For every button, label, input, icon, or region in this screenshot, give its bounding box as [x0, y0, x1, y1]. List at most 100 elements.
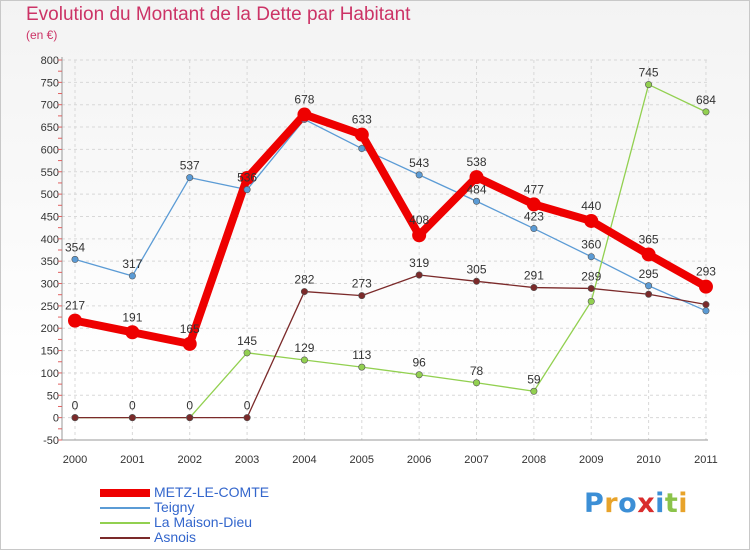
- legend-item: La Maison-Dieu: [100, 515, 269, 530]
- data-point: [526, 197, 541, 212]
- data-label: 129: [294, 341, 314, 355]
- x-tick-label: 2002: [177, 454, 201, 466]
- data-point: [358, 363, 366, 371]
- data-point: [71, 255, 79, 263]
- data-point: [240, 171, 255, 186]
- y-tick-label: 100: [41, 368, 59, 380]
- series-line-asnois: [75, 274, 707, 419]
- data-label: 319: [409, 256, 429, 270]
- data-point: [186, 174, 194, 182]
- data-point: [415, 171, 423, 179]
- data-point: [469, 170, 484, 185]
- data-label: 78: [470, 364, 484, 378]
- data-point: [702, 108, 710, 116]
- data-point: [473, 197, 481, 205]
- data-point: [645, 81, 653, 89]
- data-point: [641, 247, 656, 262]
- data-label: 0: [244, 399, 251, 413]
- data-point: [415, 271, 423, 279]
- legend-label: Teigny: [154, 499, 195, 515]
- data-point: [300, 288, 308, 296]
- y-tick-label: 400: [41, 234, 59, 246]
- data-point: [128, 272, 136, 280]
- data-point: [243, 186, 251, 194]
- data-point: [645, 290, 653, 298]
- data-point: [68, 313, 82, 328]
- data-point: [698, 279, 713, 294]
- data-label: 477: [524, 182, 544, 196]
- data-point: [473, 277, 481, 285]
- data-label: 295: [639, 267, 659, 281]
- logo-letter: i: [678, 488, 689, 519]
- data-label: 289: [581, 269, 601, 283]
- logo-letter: o: [618, 488, 638, 519]
- data-point: [473, 379, 481, 387]
- y-tick-label: 450: [41, 211, 59, 223]
- y-tick-label: 300: [41, 279, 59, 291]
- legend-swatch: [100, 536, 150, 539]
- chart-title: Evolution du Montant de la Dette par Hab…: [26, 4, 411, 25]
- y-tick-label: 200: [41, 323, 59, 335]
- data-label: 536: [237, 171, 257, 185]
- data-label: 145: [237, 334, 257, 348]
- data-label: 678: [294, 93, 314, 107]
- x-tick-label: 2000: [63, 454, 87, 466]
- data-label: 408: [409, 213, 429, 227]
- data-label: 354: [65, 240, 85, 254]
- data-label: 317: [122, 257, 142, 271]
- data-label: 165: [180, 322, 200, 336]
- data-point: [243, 414, 251, 422]
- data-label: 537: [180, 159, 200, 173]
- data-label: 745: [639, 66, 659, 80]
- x-tick-label: 2005: [350, 454, 374, 466]
- data-label: 0: [186, 399, 193, 413]
- data-point: [530, 225, 538, 233]
- data-point: [530, 284, 538, 292]
- data-point: [354, 127, 369, 142]
- legend: METZ-LE-COMTE Teigny La Maison-Dieu Asnois: [100, 485, 269, 545]
- data-point: [186, 414, 194, 422]
- data-point: [530, 387, 538, 395]
- data-label: 305: [467, 262, 487, 276]
- data-point: [125, 325, 140, 340]
- data-point: [71, 414, 79, 422]
- data-point: [415, 371, 423, 379]
- data-label: 191: [122, 310, 142, 324]
- data-label: 633: [352, 113, 372, 127]
- data-point: [358, 292, 366, 300]
- logo-letter: r: [604, 488, 619, 519]
- data-label: 96: [412, 356, 426, 370]
- y-tick-label: 150: [41, 346, 59, 358]
- x-tick-label: 2009: [579, 454, 603, 466]
- data-label: 217: [65, 299, 85, 313]
- data-point: [128, 414, 136, 422]
- legend-swatch: [100, 488, 150, 497]
- data-point: [412, 228, 427, 243]
- data-label: 538: [467, 155, 487, 169]
- data-point: [702, 301, 710, 309]
- y-tick-label: 0: [53, 413, 59, 425]
- x-tick-label: 2003: [235, 454, 259, 466]
- chart-subtitle: (en €): [26, 28, 58, 42]
- data-label: 273: [352, 277, 372, 291]
- data-label: 291: [524, 269, 544, 283]
- data-point: [358, 145, 366, 153]
- data-label: 365: [639, 232, 659, 246]
- legend-item: Teigny: [100, 500, 269, 515]
- x-tick-label: 2008: [522, 454, 546, 466]
- legend-item: METZ-LE-COMTE: [100, 485, 269, 500]
- y-tick-label: 700: [41, 100, 59, 112]
- y-tick-label: 750: [41, 77, 59, 89]
- data-label: 484: [467, 182, 487, 196]
- series-line-metz-le-comte: [74, 110, 708, 348]
- legend-label: Asnois: [154, 529, 197, 545]
- data-point: [702, 307, 710, 315]
- data-label: 113: [352, 348, 371, 362]
- data-point: [587, 284, 595, 292]
- y-tick-label: -50: [43, 435, 59, 447]
- data-point: [300, 356, 308, 364]
- data-point: [182, 336, 197, 351]
- logo-letter: i: [655, 488, 665, 519]
- y-tick-label: 600: [41, 144, 59, 156]
- legend-swatch: [100, 521, 150, 524]
